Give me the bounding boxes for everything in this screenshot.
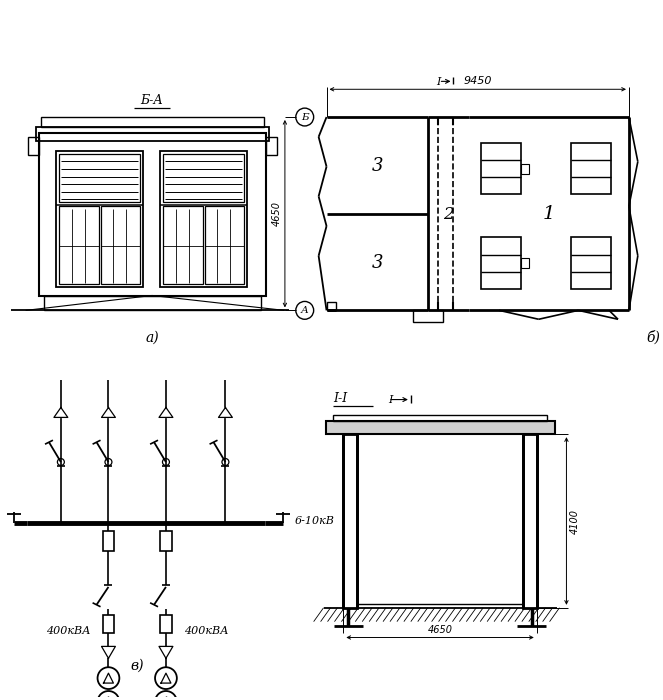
Text: 400кВА: 400кВА <box>46 626 91 636</box>
Text: а): а) <box>145 330 159 344</box>
Bar <box>160 531 172 551</box>
Polygon shape <box>159 407 173 417</box>
Bar <box>481 237 521 288</box>
Bar <box>327 302 336 310</box>
Bar <box>266 137 277 155</box>
Text: А: А <box>301 306 309 315</box>
Bar <box>163 154 244 202</box>
Text: 4650: 4650 <box>428 624 453 634</box>
Bar <box>572 143 611 195</box>
Bar <box>163 206 203 284</box>
Bar <box>39 133 266 297</box>
Bar <box>481 143 521 195</box>
Bar <box>103 615 115 633</box>
Bar <box>160 615 172 633</box>
Text: 6-10кВ: 6-10кВ <box>295 517 335 526</box>
Text: 2: 2 <box>443 206 453 223</box>
Bar <box>59 206 99 284</box>
Polygon shape <box>54 407 68 417</box>
Text: 400кВА: 400кВА <box>184 626 228 636</box>
Text: 4100: 4100 <box>570 508 579 533</box>
Bar <box>326 421 554 434</box>
Text: в): в) <box>131 658 144 672</box>
Text: б): б) <box>646 330 660 344</box>
Bar <box>41 117 264 127</box>
Bar <box>521 164 529 174</box>
Polygon shape <box>219 407 232 417</box>
Text: 1: 1 <box>542 205 555 223</box>
Bar <box>101 206 140 284</box>
Text: 9450: 9450 <box>463 76 492 86</box>
Bar <box>103 531 115 551</box>
Bar <box>59 154 140 202</box>
Bar <box>343 434 357 608</box>
Bar <box>44 297 261 310</box>
Text: І: І <box>388 395 392 405</box>
Text: Б: Б <box>301 113 308 122</box>
Bar <box>523 434 537 608</box>
Text: Б-А: Б-А <box>141 94 164 107</box>
Bar <box>572 237 611 288</box>
Bar <box>413 310 442 322</box>
Bar <box>56 150 143 286</box>
Bar <box>521 258 529 267</box>
Polygon shape <box>101 407 115 417</box>
Text: I: I <box>436 77 441 88</box>
Text: І-І: І-І <box>333 391 347 405</box>
Bar <box>36 127 269 141</box>
Bar <box>28 137 39 155</box>
Text: 3: 3 <box>371 254 383 272</box>
Bar <box>205 206 244 284</box>
Bar <box>160 150 247 286</box>
Text: 3: 3 <box>371 157 383 174</box>
Bar <box>333 415 546 421</box>
Text: 4650: 4650 <box>272 201 282 226</box>
